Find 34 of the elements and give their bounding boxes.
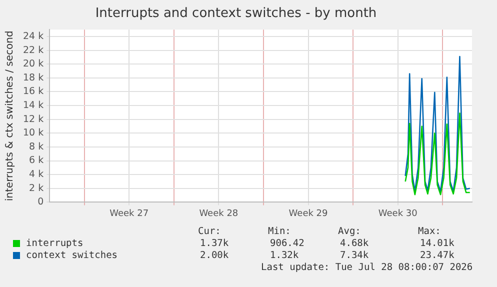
y-tick-label: 2 k	[29, 182, 44, 194]
y-tick-label: 12 k	[22, 114, 44, 125]
legend-label: interrupts	[25, 238, 84, 249]
text: 1.37k	[200, 238, 229, 249]
text: Min:	[268, 226, 291, 237]
y-tick-label: 24 k	[22, 30, 44, 42]
y-tick-label: 20 k	[22, 58, 44, 70]
x-tick-label: Week 29	[288, 208, 328, 219]
y-tick-label: 16 k	[22, 86, 44, 98]
y-tick-label: 22 k	[22, 44, 44, 56]
x-tick-label: Week 30	[378, 208, 418, 219]
text: Cur:	[198, 226, 221, 237]
legend-label: context switches	[25, 250, 118, 261]
y-tick-label: 8 k	[29, 141, 44, 152]
text: Last update: Tue Jul 28 08:00:07 2026	[261, 262, 473, 273]
y-tick-label: 4 k	[29, 169, 44, 180]
text: 14.01k	[420, 238, 454, 249]
text: 7.34k	[340, 250, 369, 261]
y-tick-label: 14 k	[22, 100, 44, 112]
chart-title: Interrupts and context switches - by month	[95, 6, 377, 22]
text: 4.68k	[340, 238, 369, 249]
text: 906.42	[270, 238, 304, 249]
y-axis-title: interrupts & ctx switches / second	[4, 30, 16, 202]
y-tick-label: 10 k	[22, 128, 44, 139]
text: 23.47k	[420, 250, 454, 261]
text: Max:	[418, 226, 441, 237]
y-tick-label: 18 k	[22, 72, 44, 84]
x-tick-label: Week 27	[110, 208, 149, 219]
text: 2.00k	[200, 250, 229, 261]
text: Avg:	[338, 226, 361, 237]
x-tick-label: Week 28	[199, 208, 238, 219]
y-tick-label: 0	[38, 196, 44, 208]
text: 1.32k	[270, 250, 299, 261]
y-tick-label: 6 k	[29, 155, 44, 166]
